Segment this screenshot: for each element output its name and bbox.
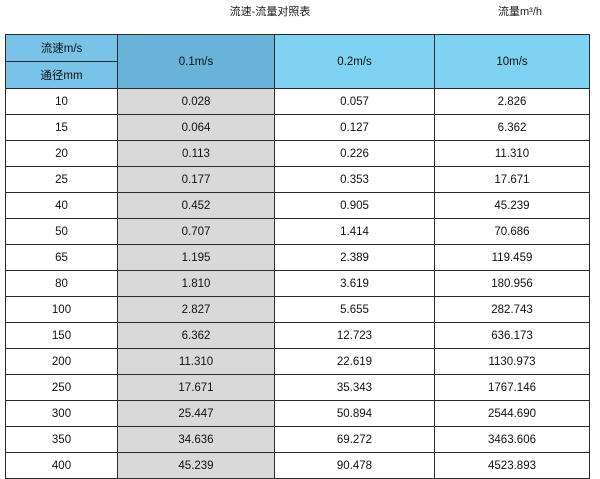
table-row: 40 0.452 0.905 45.239	[5, 192, 590, 219]
table-row: 20 0.113 0.226 11.310	[5, 140, 590, 167]
table-row: 100 2.827 5.655 282.743	[5, 296, 590, 323]
cell-flow-value: 50.894	[274, 400, 435, 427]
cell-nominal-diameter: 150	[5, 322, 118, 349]
table-row: 250 17.671 35.343 1767.146	[5, 374, 590, 401]
table-row: 25 0.177 0.353 17.671	[5, 166, 590, 193]
cell-flow-value: 2.827	[117, 296, 275, 323]
cell-flow-value: 119.459	[434, 244, 590, 271]
cell-flow-value: 35.343	[274, 374, 435, 401]
cell-nominal-diameter: 25	[5, 166, 118, 193]
table-row: 200 11.310 22.619 1130.973	[5, 348, 590, 375]
cell-nominal-diameter: 80	[5, 270, 118, 297]
cell-nominal-diameter: 20	[5, 140, 118, 167]
cell-nominal-diameter: 40	[5, 192, 118, 219]
cell-flow-value: 636.173	[434, 322, 590, 349]
cell-flow-value: 6.362	[434, 114, 590, 141]
cell-flow-value: 0.707	[117, 218, 275, 245]
flow-velocity-table: 流速m/s 0.1m/s 0.2m/s 10m/s 通径mm 10 0.028 0.…	[5, 34, 590, 479]
cell-flow-value: 11.310	[434, 140, 590, 167]
table-row: 300 25.447 50.894 2544.690	[5, 400, 590, 427]
column-header-2: 10m/s	[434, 34, 590, 89]
cell-flow-value: 1767.146	[434, 374, 590, 401]
cell-flow-value: 69.272	[274, 426, 435, 453]
page-title: 流速-流量对照表	[229, 6, 311, 18]
cell-flow-value: 22.619	[274, 348, 435, 375]
cell-flow-value: 2.389	[274, 244, 435, 271]
cell-flow-value: 5.655	[274, 296, 435, 323]
column-header-0: 0.1m/s	[117, 34, 275, 89]
header-row-top: 流速m/s 0.1m/s 0.2m/s 10m/s	[5, 34, 590, 89]
header-row-bottom: 通径mm	[5, 61, 590, 89]
table-row: 65 1.195 2.389 119.459	[5, 244, 590, 271]
cell-nominal-diameter: 250	[5, 374, 118, 401]
cell-flow-value: 1.810	[117, 270, 275, 297]
column-header-1: 0.2m/s	[274, 34, 435, 89]
cell-flow-value: 6.362	[117, 322, 275, 349]
cell-flow-value: 0.113	[117, 140, 275, 167]
cell-flow-value: 70.686	[434, 218, 590, 245]
cell-flow-value: 0.177	[117, 166, 275, 193]
table-body: 10 0.028 0.057 2.826 15 0.064 0.127 6.362 20 0.11…	[5, 88, 590, 479]
cell-nominal-diameter: 300	[5, 400, 118, 427]
cell-flow-value: 0.353	[274, 166, 435, 193]
cell-flow-value: 3.619	[274, 270, 435, 297]
corner-header-diameter: 通径mm	[5, 61, 118, 89]
cell-flow-value: 180.956	[434, 270, 590, 297]
cell-flow-value: 45.239	[434, 192, 590, 219]
cell-flow-value: 12.723	[274, 322, 435, 349]
cell-flow-value: 3463.606	[434, 426, 590, 453]
cell-flow-value: 17.671	[434, 166, 590, 193]
cell-flow-value: 1.195	[117, 244, 275, 271]
cell-flow-value: 0.226	[274, 140, 435, 167]
cell-flow-value: 0.127	[274, 114, 435, 141]
flow-unit-label: 流量m³/h	[498, 6, 542, 18]
table-row: 80 1.810 3.619 180.956	[5, 270, 590, 297]
cell-flow-value: 1130.973	[434, 348, 590, 375]
cell-flow-value: 282.743	[434, 296, 590, 323]
cell-nominal-diameter: 100	[5, 296, 118, 323]
cell-nominal-diameter: 200	[5, 348, 118, 375]
cell-flow-value: 0.452	[117, 192, 275, 219]
cell-flow-value: 2544.690	[434, 400, 590, 427]
cell-nominal-diameter: 65	[5, 244, 118, 271]
caption-strip: 流速-流量对照表 流量m³/h	[0, 0, 600, 33]
cell-nominal-diameter: 350	[5, 426, 118, 453]
cell-nominal-diameter: 10	[5, 88, 118, 115]
table-row: 150 6.362 12.723 636.173	[5, 322, 590, 349]
flow-velocity-table-wrapper: 流速m/s 0.1m/s 0.2m/s 10m/s 通径mm 10 0.028 0.…	[5, 34, 590, 479]
cell-flow-value: 25.447	[117, 400, 275, 427]
table-row: 15 0.064 0.127 6.362	[5, 114, 590, 141]
cell-nominal-diameter: 50	[5, 218, 118, 245]
cell-nominal-diameter: 15	[5, 114, 118, 141]
table-row: 10 0.028 0.057 2.826	[5, 88, 590, 115]
cell-flow-value: 11.310	[117, 348, 275, 375]
cell-flow-value: 0.905	[274, 192, 435, 219]
cell-flow-value: 0.057	[274, 88, 435, 115]
cell-flow-value: 2.826	[434, 88, 590, 115]
cell-flow-value: 0.028	[117, 88, 275, 115]
cell-flow-value: 17.671	[117, 374, 275, 401]
corner-header-velocity: 流速m/s	[5, 34, 118, 62]
table-row: 50 0.707 1.414 70.686	[5, 218, 590, 245]
cell-flow-value: 1.414	[274, 218, 435, 245]
table-row: 350 34.636 69.272 3463.606	[5, 426, 590, 453]
table-head: 流速m/s 0.1m/s 0.2m/s 10m/s 通径mm	[5, 34, 590, 89]
cell-flow-value: 34.636	[117, 426, 275, 453]
cell-flow-value: 0.064	[117, 114, 275, 141]
